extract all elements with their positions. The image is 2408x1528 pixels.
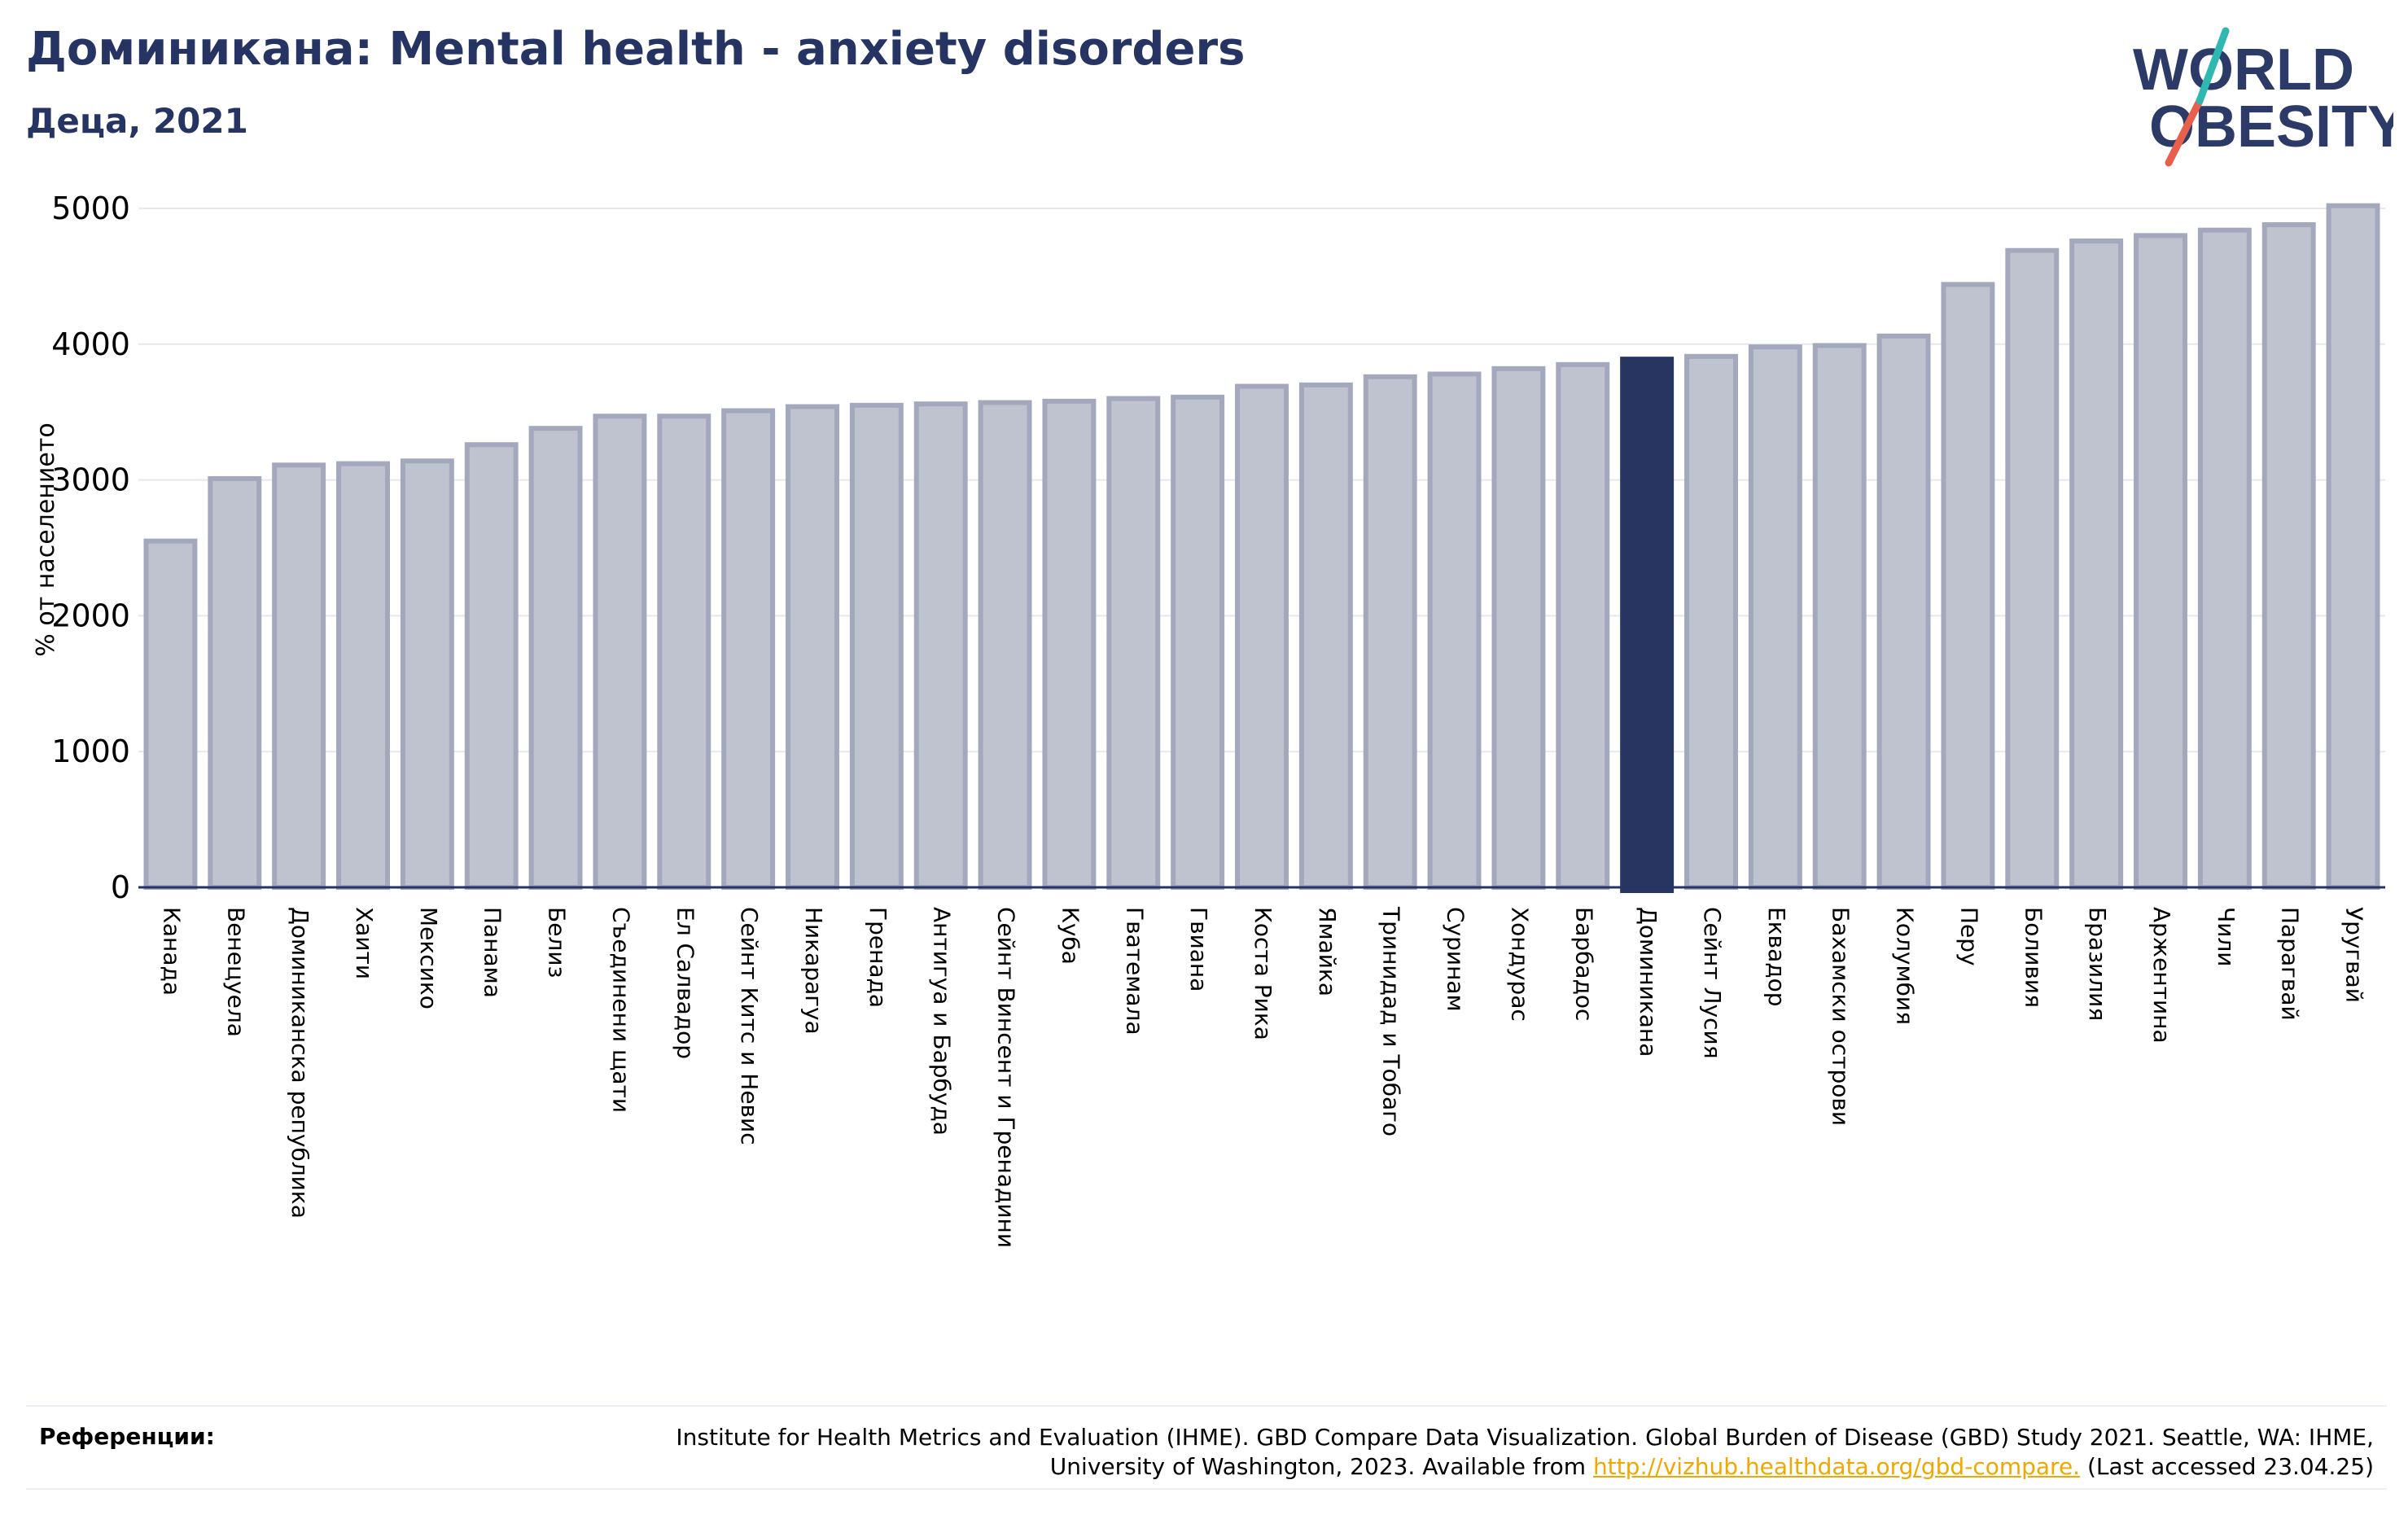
x-tick-label: Доминикана (1635, 907, 1662, 1057)
x-tick-label: Сейнт Китс и Невис (736, 907, 763, 1145)
bar (657, 414, 711, 891)
x-tick-label: Венецуела (222, 907, 249, 1037)
world-obesity-logo: WORLD OBESITY (2133, 27, 2393, 167)
bar (1812, 343, 1867, 890)
x-tick-label: Тринидад и Тобаго (1378, 906, 1405, 1136)
x-tick-label: Белиз (544, 907, 571, 978)
bar (786, 404, 839, 890)
bar (913, 401, 968, 890)
bar (1363, 374, 1417, 891)
references-accessed: (Last accessed 23.04.25) (2080, 1453, 2374, 1480)
bar (400, 458, 454, 890)
x-tick-label: Сейнт Винсент и Гренадини (993, 907, 1020, 1248)
bar (1106, 396, 1161, 890)
bar (1748, 344, 1802, 890)
bar (272, 462, 326, 890)
bar (2197, 227, 2252, 890)
x-tick-label: Канада (158, 907, 185, 996)
y-tick-label: 3000 (51, 462, 130, 498)
x-tick-label: Бахамски острови (1828, 907, 1854, 1126)
x-tick-label: Аржентина (2148, 907, 2175, 1044)
bar (528, 426, 583, 890)
bar (208, 475, 262, 890)
bar (1684, 353, 1738, 890)
references-section: Референции: Institute for Health Metrics… (26, 1405, 2387, 1490)
bar (849, 402, 904, 890)
references-label: Референции: (39, 1423, 215, 1450)
x-tick-label: Гвиана (1185, 907, 1212, 992)
bar (2069, 239, 2124, 891)
references-link[interactable]: http://vizhub.healthdata.org/gbd-compare… (1592, 1453, 2081, 1480)
bar (1235, 383, 1289, 890)
chart-title: Доминикана: Mental health - anxiety diso… (26, 23, 1246, 76)
bar (464, 442, 519, 890)
chart-subtitle: Деца, 2021 (26, 101, 248, 141)
y-tick-label: 0 (111, 869, 130, 905)
y-tick-label: 4000 (51, 326, 130, 362)
bar (1427, 371, 1482, 891)
y-tick-label: 2000 (51, 598, 130, 633)
x-tick-label: Хондурас (1506, 907, 1533, 1022)
bar (336, 461, 390, 890)
bar (593, 414, 647, 891)
references-citation: Institute for Health Metrics and Evaluat… (676, 1424, 2374, 1480)
y-tick-label: 1000 (51, 733, 130, 769)
bar (978, 400, 1032, 890)
bar (721, 408, 776, 891)
x-tick-label: Антигуа и Барбуда (929, 907, 956, 1136)
x-tick-label: Никарагуа (800, 907, 827, 1035)
bar (2134, 233, 2187, 890)
bar (2326, 203, 2380, 890)
x-tick-label: Хаити (351, 907, 378, 979)
x-tick-label: Доминиканска република (287, 907, 313, 1219)
logo-world-text: WORLD (2133, 37, 2354, 103)
x-tick-label: Перу (1955, 907, 1982, 966)
x-axis-labels: Канада Венецуела Доминиканска република Хаи… (158, 906, 2367, 1248)
x-tick-label: Парагвай (2277, 907, 2304, 1021)
bar (1171, 394, 1225, 890)
x-tick-label: Суринам (1443, 907, 1469, 1012)
bar (1298, 382, 1353, 890)
y-tick-label: 5000 (51, 190, 130, 226)
references-text: Institute for Health Metrics and Evaluat… (583, 1423, 2374, 1482)
bar (143, 538, 198, 890)
y-axis-label: % от населението (32, 422, 60, 656)
bar (1620, 357, 1675, 893)
bar (1876, 333, 1931, 890)
bar-chart: 0 1000 2000 3000 4000 5000 Канада Венецуела Дом… (32, 190, 2385, 1248)
bar (1491, 366, 1546, 891)
x-tick-label: Мексико (415, 907, 442, 1009)
x-tick-label: Боливия (2020, 907, 2047, 1008)
x-tick-label: Панама (479, 907, 506, 998)
x-tick-label: Барбадос (1570, 907, 1597, 1021)
bar (2261, 222, 2316, 890)
bar (2005, 247, 2060, 890)
x-tick-label: Еквадор (1763, 907, 1790, 1007)
x-tick-label: Гватемала (1121, 907, 1148, 1035)
bar (1941, 282, 1995, 890)
x-tick-label: Чили (2213, 907, 2239, 967)
x-tick-label: Ямайка (1314, 907, 1341, 996)
x-tick-label: Съединени щати (607, 907, 634, 1113)
bar (1556, 361, 1610, 890)
x-tick-label: Сейнт Лусия (1699, 907, 1726, 1059)
x-tick-label: Гренада (865, 907, 891, 1008)
x-tick-label: Бразилия (2084, 907, 2111, 1021)
x-tick-label: Колумбия (1892, 907, 1919, 1025)
x-tick-label: Куба (1057, 907, 1084, 965)
x-tick-label: Ел Салвадор (672, 907, 698, 1059)
bar (1042, 398, 1097, 890)
bars (143, 203, 2380, 893)
x-tick-label: Уругвай (2341, 907, 2368, 1003)
y-axis-ticks: 0 1000 2000 3000 4000 5000 (51, 190, 130, 905)
x-tick-label: Коста Рика (1250, 907, 1276, 1040)
